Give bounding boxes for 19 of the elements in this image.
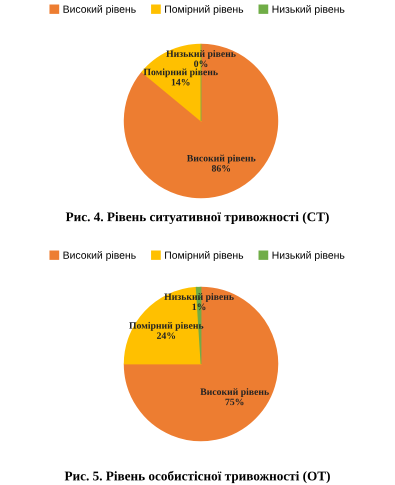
legend-label: Низький рівень xyxy=(272,5,344,15)
data-label: 75% xyxy=(226,398,244,406)
legend-label: Низький рівень xyxy=(272,251,344,261)
category-label: Низький рівень xyxy=(166,50,236,59)
legend-label: Високий рівень xyxy=(64,5,136,15)
pie-slice xyxy=(124,44,278,198)
data-label: 24% xyxy=(156,332,176,339)
pie-slice xyxy=(124,286,278,442)
text: 0% xyxy=(194,60,208,68)
text: Рис. 5. Рівень особистісної тривожності (ОТ) xyxy=(64,470,330,484)
text: Рис. 4. Рівень ситуативної тривожності (СТ) xyxy=(66,212,329,224)
legend-label: Помірний рівень xyxy=(165,5,244,15)
legend-label: Високий рівень xyxy=(64,251,136,261)
slice-label: Помірний рівень xyxy=(144,68,218,78)
slice-label: Високий рівень xyxy=(186,154,256,164)
legend-label: Помірний рівень xyxy=(165,251,244,261)
slice-label: Високий рівень xyxy=(200,388,269,397)
data-label: 86% xyxy=(212,165,230,172)
data-label: 14% xyxy=(172,78,190,86)
